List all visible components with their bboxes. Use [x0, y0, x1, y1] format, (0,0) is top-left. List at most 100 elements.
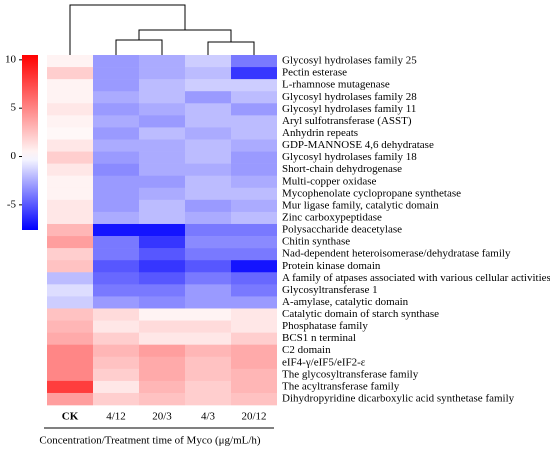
y-tick-label: Protein kinase domain — [282, 260, 381, 272]
colorbar-tick-label: 10 — [5, 53, 17, 65]
heatmap-cell — [139, 187, 185, 201]
heatmap-cell — [93, 55, 139, 68]
heatmap-cell — [139, 115, 185, 128]
heatmap-cell — [139, 260, 185, 273]
heatmap-cell — [231, 103, 277, 116]
x-tick-label: 20/12 — [241, 411, 266, 423]
heatmap-cell — [185, 380, 231, 394]
heatmap-cell — [47, 79, 93, 92]
heatmap-cell — [139, 55, 185, 68]
heatmap-cell — [185, 67, 231, 80]
heatmap-cell — [139, 127, 185, 140]
heatmap-cell — [185, 115, 231, 128]
heatmap-cell — [231, 380, 277, 394]
heatmap-cell — [231, 272, 277, 285]
heatmap-cell — [231, 175, 277, 189]
heatmap-cell — [185, 248, 231, 261]
colorbar-tick-label: -5 — [7, 198, 17, 210]
heatmap-cell — [93, 103, 139, 116]
heatmap-cell — [93, 127, 139, 140]
heatmap-cell — [231, 356, 277, 370]
heatmap-cell — [231, 139, 277, 152]
heatmap-cell — [139, 284, 185, 297]
heatmap-cell — [93, 175, 139, 189]
heatmap-cell — [185, 103, 231, 116]
heatmap-cell — [93, 320, 139, 333]
y-tick-label: Catalytic domain of starch synthase — [282, 308, 439, 320]
heatmap-cell — [139, 211, 185, 225]
heatmap-cell — [93, 151, 139, 164]
y-tick-label: Mycophenolate cyclopropane synthetase — [282, 187, 461, 199]
y-tick-label: Short-chain dehydrogenase — [282, 163, 402, 175]
heatmap-cell — [139, 103, 185, 116]
x-tick-label: 20/3 — [152, 411, 172, 423]
x-tick-label: 4/12 — [106, 411, 126, 423]
heatmap-cell — [185, 272, 231, 285]
y-tick-label: Multi-copper oxidase — [282, 175, 377, 187]
x-axis-title: Concentration/Treatment time of Myco (μg… — [39, 435, 261, 447]
heatmap-cell — [139, 199, 185, 213]
heatmap-cell — [231, 187, 277, 201]
heatmap-cell — [47, 151, 93, 164]
colorbar-tick-label: 5 — [11, 102, 17, 114]
dendrogram — [69, 4, 255, 55]
heatmap-cell — [139, 356, 185, 370]
heatmap-cell — [47, 55, 93, 68]
heatmap-cell — [47, 67, 93, 80]
heatmap-cell — [185, 79, 231, 92]
heatmap-cell — [231, 344, 277, 358]
heatmap-cell — [47, 320, 93, 333]
heatmap-cell — [47, 199, 93, 213]
heatmap-cell — [185, 296, 231, 309]
heatmap-cell — [185, 392, 231, 406]
y-tick-label: Glycosyl hydrolases family 28 — [282, 91, 417, 103]
heatmap-cell — [185, 55, 231, 68]
heatmap-cell — [47, 284, 93, 297]
heatmap-cell — [139, 392, 185, 406]
y-tick-label: Aryl sulfotransferase (ASST) — [282, 115, 412, 127]
heatmap-cell — [185, 187, 231, 201]
y-tick-label: BCS1 n terminal — [282, 332, 356, 344]
heatmap-cell — [47, 236, 93, 249]
heatmap-cell — [185, 356, 231, 370]
y-tick-label: Nad-dependent heteroisomerase/dehydratas… — [282, 248, 511, 260]
heatmap-cell — [231, 223, 277, 237]
y-tick-label: Glycosyl hydrolases family 18 — [282, 151, 417, 163]
heatmap-cell — [93, 356, 139, 370]
heatmap-cell — [139, 368, 185, 382]
heatmap-cell — [47, 392, 93, 406]
x-tick-label: 4/3 — [201, 411, 216, 423]
heatmap-cell — [185, 284, 231, 297]
heatmap-cell — [47, 260, 93, 273]
heatmap-cell — [185, 199, 231, 213]
heatmap-cell — [231, 392, 277, 406]
heatmap-cell — [185, 332, 231, 345]
heatmap-cell — [139, 380, 185, 394]
heatmap-cell — [47, 175, 93, 189]
heatmap-cell — [47, 139, 93, 152]
heatmap-cell — [93, 187, 139, 201]
heatmap-cell — [139, 163, 185, 176]
heatmap-cell — [47, 332, 93, 345]
heatmap-cell — [231, 284, 277, 297]
heatmap-cell — [185, 175, 231, 189]
heatmap-cell — [47, 115, 93, 128]
heatmap-cell — [139, 272, 185, 285]
heatmap-cell — [139, 79, 185, 92]
heatmap-cell — [47, 127, 93, 140]
y-tick-label: The acyltransferase family — [282, 380, 400, 392]
y-tick-label: Glycosyl hydrolases family 11 — [282, 103, 416, 115]
heatmap-cell — [139, 308, 185, 321]
heatmap-cell — [93, 236, 139, 249]
heatmap-cell — [93, 380, 139, 394]
heatmap-cell — [139, 296, 185, 309]
heatmap-cell — [93, 163, 139, 176]
y-tick-label: eIF4-γ/eIF5/eIF2-ε — [282, 356, 366, 368]
heatmap-cell — [47, 368, 93, 382]
heatmap-cell — [139, 344, 185, 358]
heatmap-cell — [47, 187, 93, 201]
heatmap-cell — [231, 296, 277, 309]
heatmap-cell — [47, 103, 93, 116]
heatmap-cell — [185, 139, 231, 152]
heatmap-cell — [231, 236, 277, 249]
